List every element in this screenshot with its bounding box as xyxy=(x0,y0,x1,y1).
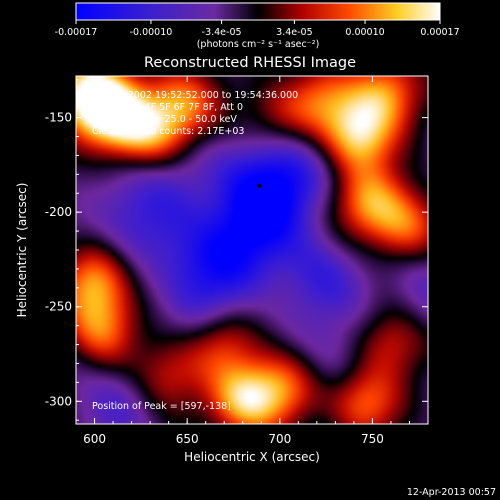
colorbar-tick-label: -3.4e-05 xyxy=(202,27,242,38)
colorbar-tick-label: 3.4e-05 xyxy=(276,27,312,38)
x-axis-ticks: 600 650 700 750 xyxy=(75,76,429,446)
peak-marker xyxy=(257,183,262,188)
y-tick-label: -250 xyxy=(45,300,72,314)
colorbar-gradient xyxy=(75,2,441,21)
colorbar: -0.00017 -0.00010 -3.4e-05 3.4e-05 0.00010 0.… xyxy=(55,2,460,50)
colorbar-tick-label: -0.00010 xyxy=(130,27,173,38)
colorbar-ticks: -0.00017 -0.00010 -3.4e-05 3.4e-05 0.00010 0.… xyxy=(55,20,460,38)
y-tick-label: -200 xyxy=(45,205,72,219)
x-tick-label: 750 xyxy=(361,432,384,446)
chart-title: Reconstructed RHESSI Image xyxy=(144,55,356,71)
y-tick-label: -150 xyxy=(45,111,72,125)
annotation-time-range: 23-Feb-2002 19:52:52.000 to 19:54:36.000 xyxy=(92,90,298,101)
y-axis-label: Heliocentric Y (arcsec) xyxy=(15,183,29,318)
colorbar-tick-label: 0.00017 xyxy=(420,27,459,38)
annotation-block: 23-Feb-2002 19:52:52.000 to 19:54:36.000… xyxy=(92,90,298,412)
colorbar-tick-label: 0.00010 xyxy=(345,27,384,38)
annotation-peak-position: Position of Peak = [597,-138] xyxy=(92,401,231,412)
annotation-clean-counts: Clean Total counts: 2.17E+03 xyxy=(92,126,244,137)
x-axis-label: Heliocentric X (arcsec) xyxy=(184,450,320,464)
colorbar-unit-label: (photons cm⁻² s⁻¹ asec⁻²) xyxy=(197,39,320,50)
x-tick-label: 700 xyxy=(268,432,291,446)
footer-date: 12-Apr-2013 00:57 xyxy=(407,487,496,498)
y-tick-label: -300 xyxy=(45,394,72,408)
x-tick-label: 650 xyxy=(176,432,199,446)
x-tick-label: 600 xyxy=(83,432,106,446)
heatmap-image xyxy=(76,76,428,424)
annotation-detectors: Detectors: 4F 5F 6F 7F 8F, Att 0 xyxy=(92,102,243,113)
annotation-energy-range: Energy Range: 25.0 - 50.0 keV xyxy=(92,114,237,125)
y-axis-ticks: -300 -250 -200 -150 xyxy=(45,79,428,421)
colorbar-tick-label: -0.00017 xyxy=(55,27,98,38)
